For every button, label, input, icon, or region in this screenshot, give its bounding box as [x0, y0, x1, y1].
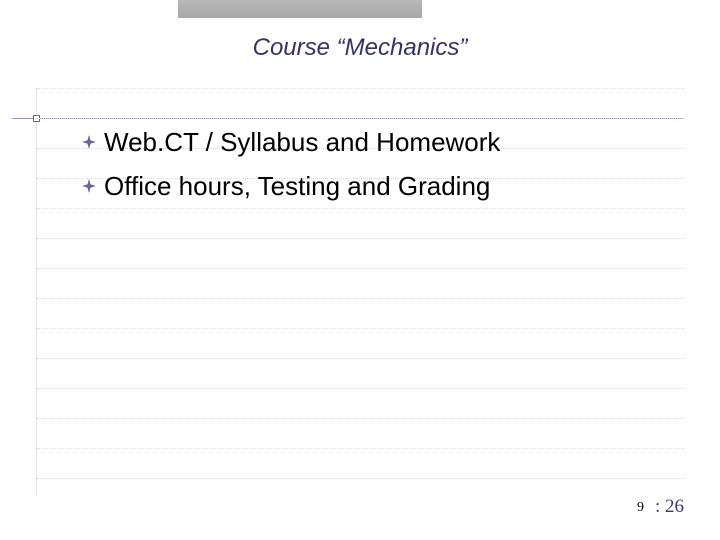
grid-hline	[36, 448, 684, 449]
grid-hline	[36, 238, 684, 239]
slide-title: Course “Mechanics”	[0, 34, 720, 62]
list-item-label: Web.CT / Syllabus and Homework	[104, 127, 500, 158]
grid-hline	[36, 298, 684, 299]
title-top-bar	[178, 0, 422, 18]
grid-hline	[36, 358, 684, 359]
grid-hline	[36, 88, 684, 89]
grid-hline	[36, 388, 684, 389]
grid-hline	[36, 328, 684, 329]
list-item-label: Office hours, Testing and Grading	[104, 171, 490, 202]
grid-vline-left	[36, 88, 37, 496]
list-item: Web.CT / Syllabus and Homework	[82, 122, 500, 162]
grid-hline	[36, 268, 684, 269]
total-pages: : 26	[655, 496, 684, 518]
grid-hline	[36, 118, 684, 119]
grid-hline	[36, 418, 684, 419]
list-item: Office hours, Testing and Grading	[82, 166, 500, 206]
page-number: 9	[637, 500, 644, 516]
slide: Course “Mechanics” Web.CT / Syllabus and…	[0, 0, 720, 540]
content-list: Web.CT / Syllabus and Homework Office ho…	[82, 122, 500, 210]
diamond-bullet-icon	[82, 135, 96, 149]
diamond-bullet-icon	[82, 179, 96, 193]
grid-hline	[36, 478, 684, 479]
